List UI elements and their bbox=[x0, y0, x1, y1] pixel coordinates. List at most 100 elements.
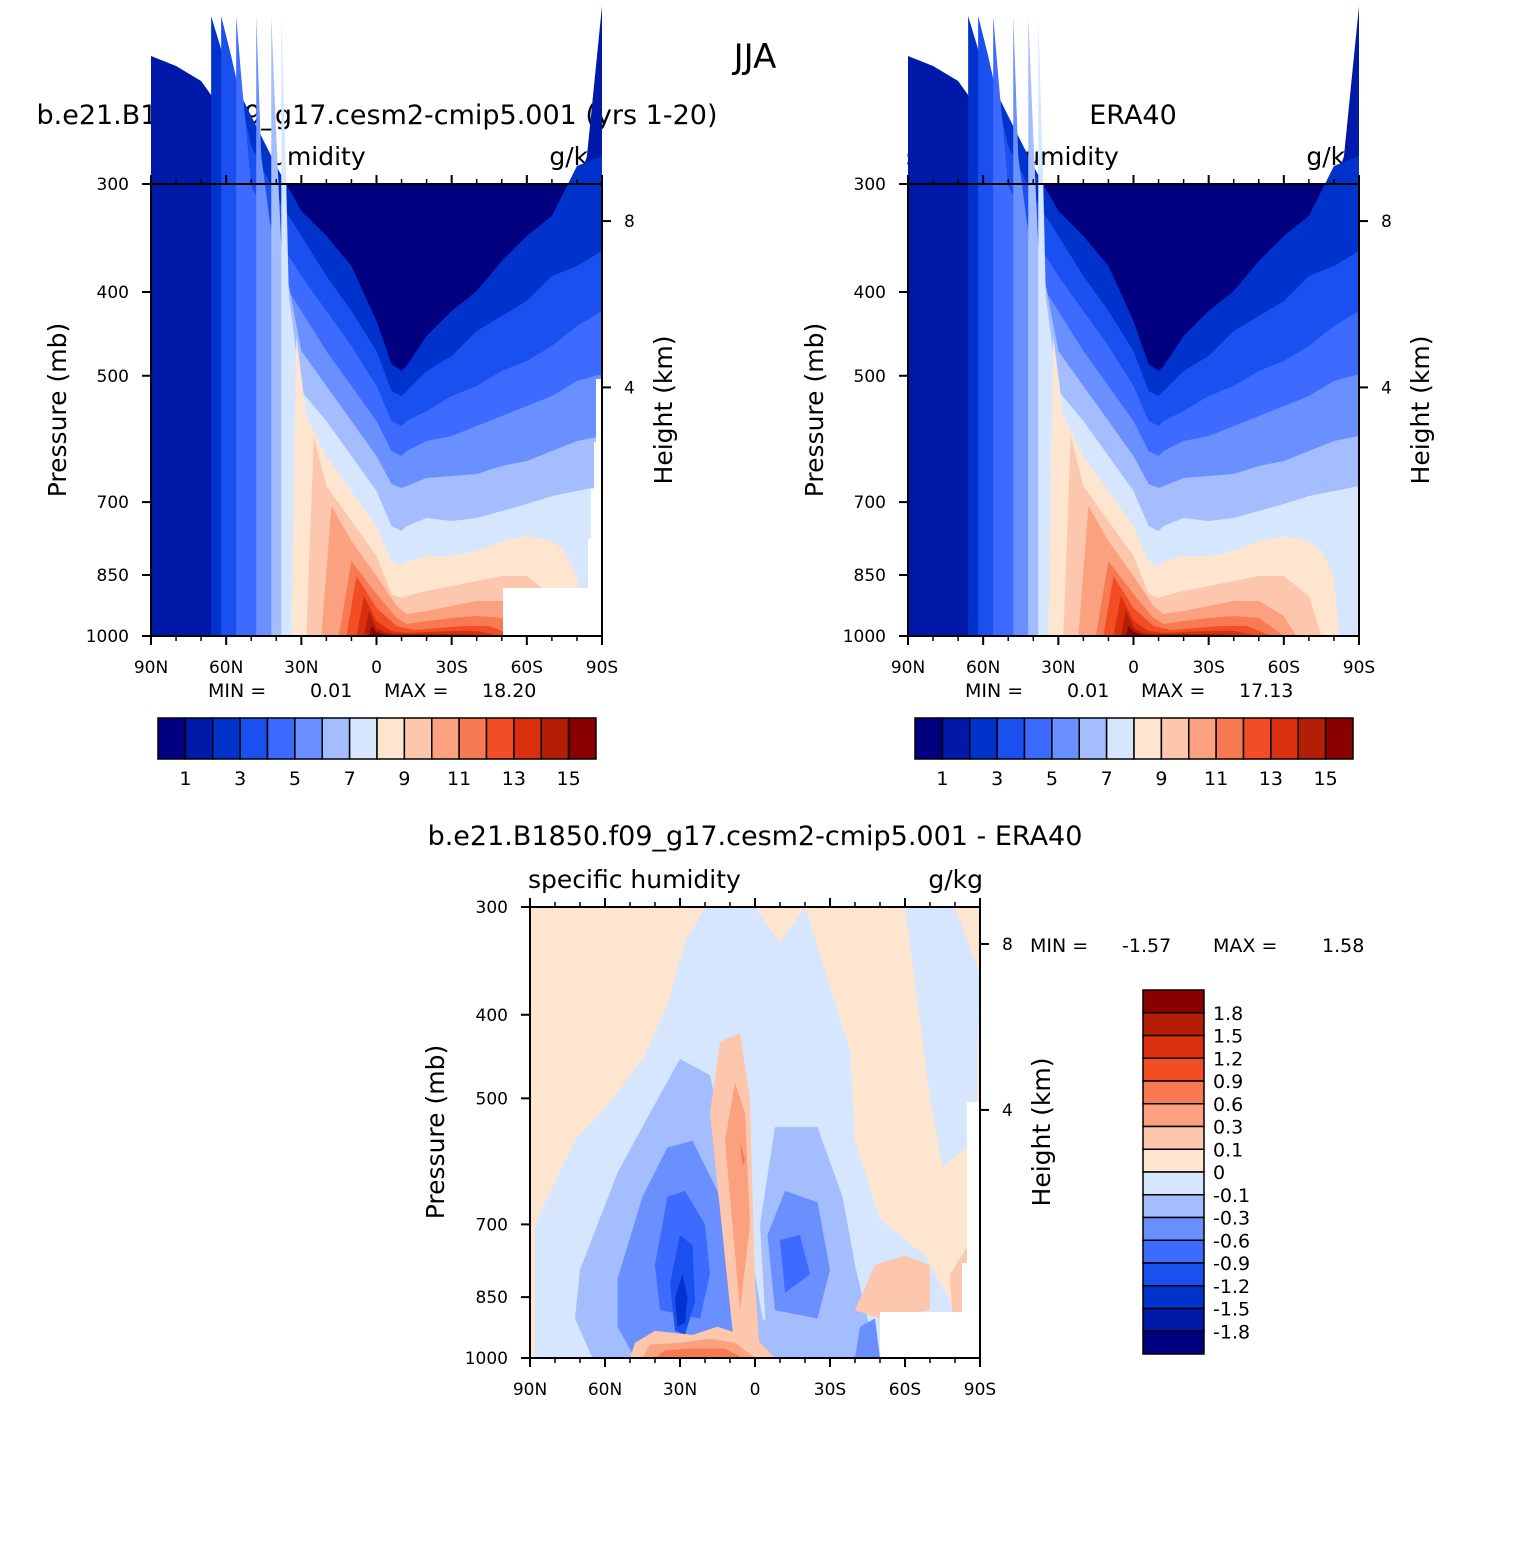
x-tick-label: 0 bbox=[371, 658, 382, 678]
panel-era40-max-label: MAX = bbox=[1141, 680, 1205, 702]
y-right-tick-label: 4 bbox=[1002, 1101, 1013, 1121]
x-tick-label: 60N bbox=[588, 1380, 622, 1400]
y-tick-label: 500 bbox=[854, 367, 886, 387]
x-tick-label: 90S bbox=[964, 1380, 996, 1400]
y-tick-label: 400 bbox=[97, 283, 129, 303]
panel-era40-axes: 90N 60N 30N 0 30S 60S 90S 300 400 500 700 850 1000 8 4 bbox=[843, 175, 1392, 678]
diff-band-minus-0.1-south bbox=[905, 907, 980, 1167]
y-tick-label: 500 bbox=[476, 1089, 508, 1109]
y-tick-label: 1000 bbox=[86, 627, 129, 647]
diff-colorbar-label: -1.8 bbox=[1213, 1321, 1250, 1343]
diff-colorbar-swatch bbox=[1142, 989, 1205, 1014]
panel-diff-left-label: specific humidity bbox=[528, 865, 741, 894]
colorbar-swatch bbox=[567, 717, 597, 760]
colorbar-swatch bbox=[540, 717, 570, 760]
diff-colorbar-label: -0.6 bbox=[1213, 1230, 1250, 1252]
x-tick-label: 90S bbox=[586, 658, 618, 678]
x-tick-label: 30N bbox=[284, 658, 318, 678]
colorbar-swatch bbox=[294, 717, 323, 760]
colorbar-label: 9 bbox=[1155, 768, 1167, 790]
diff-colorbar-swatch bbox=[1142, 1194, 1205, 1219]
y-tick-label: 850 bbox=[854, 566, 886, 586]
colorbar-swatch bbox=[184, 717, 214, 760]
panel-diff-ylabel: Pressure (mb) bbox=[421, 1045, 450, 1219]
x-tick-label: 30N bbox=[1041, 658, 1075, 678]
colorbar-swatch bbox=[348, 717, 378, 760]
x-tick-label: 90S bbox=[1343, 658, 1375, 678]
panel-diff-min-label: MIN = bbox=[1030, 935, 1088, 957]
diff-colorbar-label: 0.1 bbox=[1213, 1139, 1243, 1161]
diff-colorbar-label: -0.3 bbox=[1213, 1208, 1250, 1230]
diff-colorbar-label: 0.3 bbox=[1213, 1117, 1243, 1139]
panel-diff-max-value: 1.58 bbox=[1322, 935, 1364, 957]
colorbar-swatch bbox=[1188, 717, 1217, 760]
colorbar-swatch bbox=[157, 717, 187, 760]
y-tick-label: 850 bbox=[97, 566, 129, 586]
x-tick-label: 90N bbox=[134, 658, 168, 678]
colorbar-label: 3 bbox=[234, 768, 246, 790]
colorbar-swatch bbox=[1133, 717, 1163, 760]
panel-era40: ERA40 specific humidity g/kg 90N60N30N03… bbox=[800, 6, 1435, 790]
colorbar-swatch bbox=[1242, 717, 1272, 760]
colorbar-swatch bbox=[212, 717, 241, 760]
diff-band-plus-0.6 bbox=[725, 1083, 750, 1311]
diff-colorbar-swatch bbox=[1142, 1103, 1205, 1128]
y-right-tick-label: 4 bbox=[624, 378, 635, 398]
panel-model-colorbar: 1 3 5 7 9 11 13 15 bbox=[157, 717, 597, 790]
panel-era40-min-label: MIN = bbox=[965, 680, 1023, 702]
contour-band-7 bbox=[281, 16, 602, 636]
diff-colorbar-swatch bbox=[1142, 1171, 1205, 1196]
main-title: JJA bbox=[732, 37, 777, 77]
colorbar-label: 13 bbox=[502, 768, 526, 790]
diff-band-plus-south bbox=[855, 1255, 930, 1319]
diff-colorbar-swatch bbox=[1142, 1148, 1205, 1173]
diff-colorbar-swatch bbox=[1142, 1285, 1205, 1310]
panel-diff-title: b.e21.B1850.f09_g17.cesm2-cmip5.001 - ER… bbox=[428, 821, 1083, 852]
panel-era40-max-value: 17.13 bbox=[1239, 680, 1293, 702]
colorbar-swatch bbox=[266, 717, 296, 760]
panel-model-min-label: MIN = bbox=[208, 680, 266, 702]
colorbar-label: 7 bbox=[344, 768, 356, 790]
colorbar-label: 11 bbox=[1204, 768, 1228, 790]
diff-colorbar-label: 0 bbox=[1213, 1162, 1225, 1184]
colorbar-swatch bbox=[1324, 717, 1354, 760]
diff-colorbar-label: 1.5 bbox=[1213, 1026, 1243, 1048]
y-tick-label: 300 bbox=[854, 175, 886, 195]
diff-colorbar-swatch bbox=[1142, 1239, 1205, 1264]
diff-missing-mask bbox=[880, 1102, 980, 1358]
panel-model-title: b.e21.B1850.f09_g17.cesm2-cmip5.001 (yrs… bbox=[36, 100, 717, 131]
panel-diff: b.e21.B1850.f09_g17.cesm2-cmip5.001 - ER… bbox=[421, 821, 1364, 1400]
x-tick-label: 60S bbox=[1268, 658, 1300, 678]
y-tick-label: 500 bbox=[97, 367, 129, 387]
panel-model-axes: 90N 60N 30N 0 30S 60S 90S 300 400 500 700 850 1000 8 4 bbox=[86, 175, 635, 678]
missing-data-mask bbox=[503, 379, 602, 636]
y-right-tick-label: 4 bbox=[1381, 378, 1392, 398]
x-tick-label: 30N bbox=[663, 1380, 697, 1400]
colorbar-label: 1 bbox=[179, 768, 191, 790]
colorbar-swatch bbox=[969, 717, 998, 760]
panel-model-ylabel-right: Height (km) bbox=[649, 336, 678, 485]
colorbar-label: 15 bbox=[1314, 768, 1338, 790]
diff-band-plus-surface-3 bbox=[655, 1348, 743, 1358]
colorbar-swatch bbox=[1023, 717, 1053, 760]
panel-era40-min-value: 0.01 bbox=[1067, 680, 1109, 702]
colorbar-label: 5 bbox=[1046, 768, 1058, 790]
colorbar-swatch bbox=[321, 717, 351, 760]
y-tick-label: 700 bbox=[476, 1215, 508, 1235]
colorbar-swatch bbox=[239, 717, 269, 760]
colorbar-swatch bbox=[1051, 717, 1080, 760]
diff-colorbar-swatch bbox=[1142, 1262, 1205, 1287]
y-tick-label: 300 bbox=[97, 175, 129, 195]
diff-colorbar-swatch bbox=[1142, 1125, 1205, 1150]
colorbar-swatch bbox=[1215, 717, 1245, 760]
colorbar-label: 15 bbox=[557, 768, 581, 790]
diff-colorbar-label: -0.1 bbox=[1213, 1185, 1250, 1207]
diff-band-minus-1.5 bbox=[675, 1274, 688, 1327]
colorbar-label: 13 bbox=[1259, 768, 1283, 790]
diff-colorbar-label: -1.2 bbox=[1213, 1276, 1250, 1298]
colorbar-label: 9 bbox=[398, 768, 410, 790]
panel-era40-ylabel: Pressure (mb) bbox=[800, 323, 829, 497]
colorbar-swatch bbox=[1160, 717, 1190, 760]
x-tick-label: 0 bbox=[1128, 658, 1139, 678]
